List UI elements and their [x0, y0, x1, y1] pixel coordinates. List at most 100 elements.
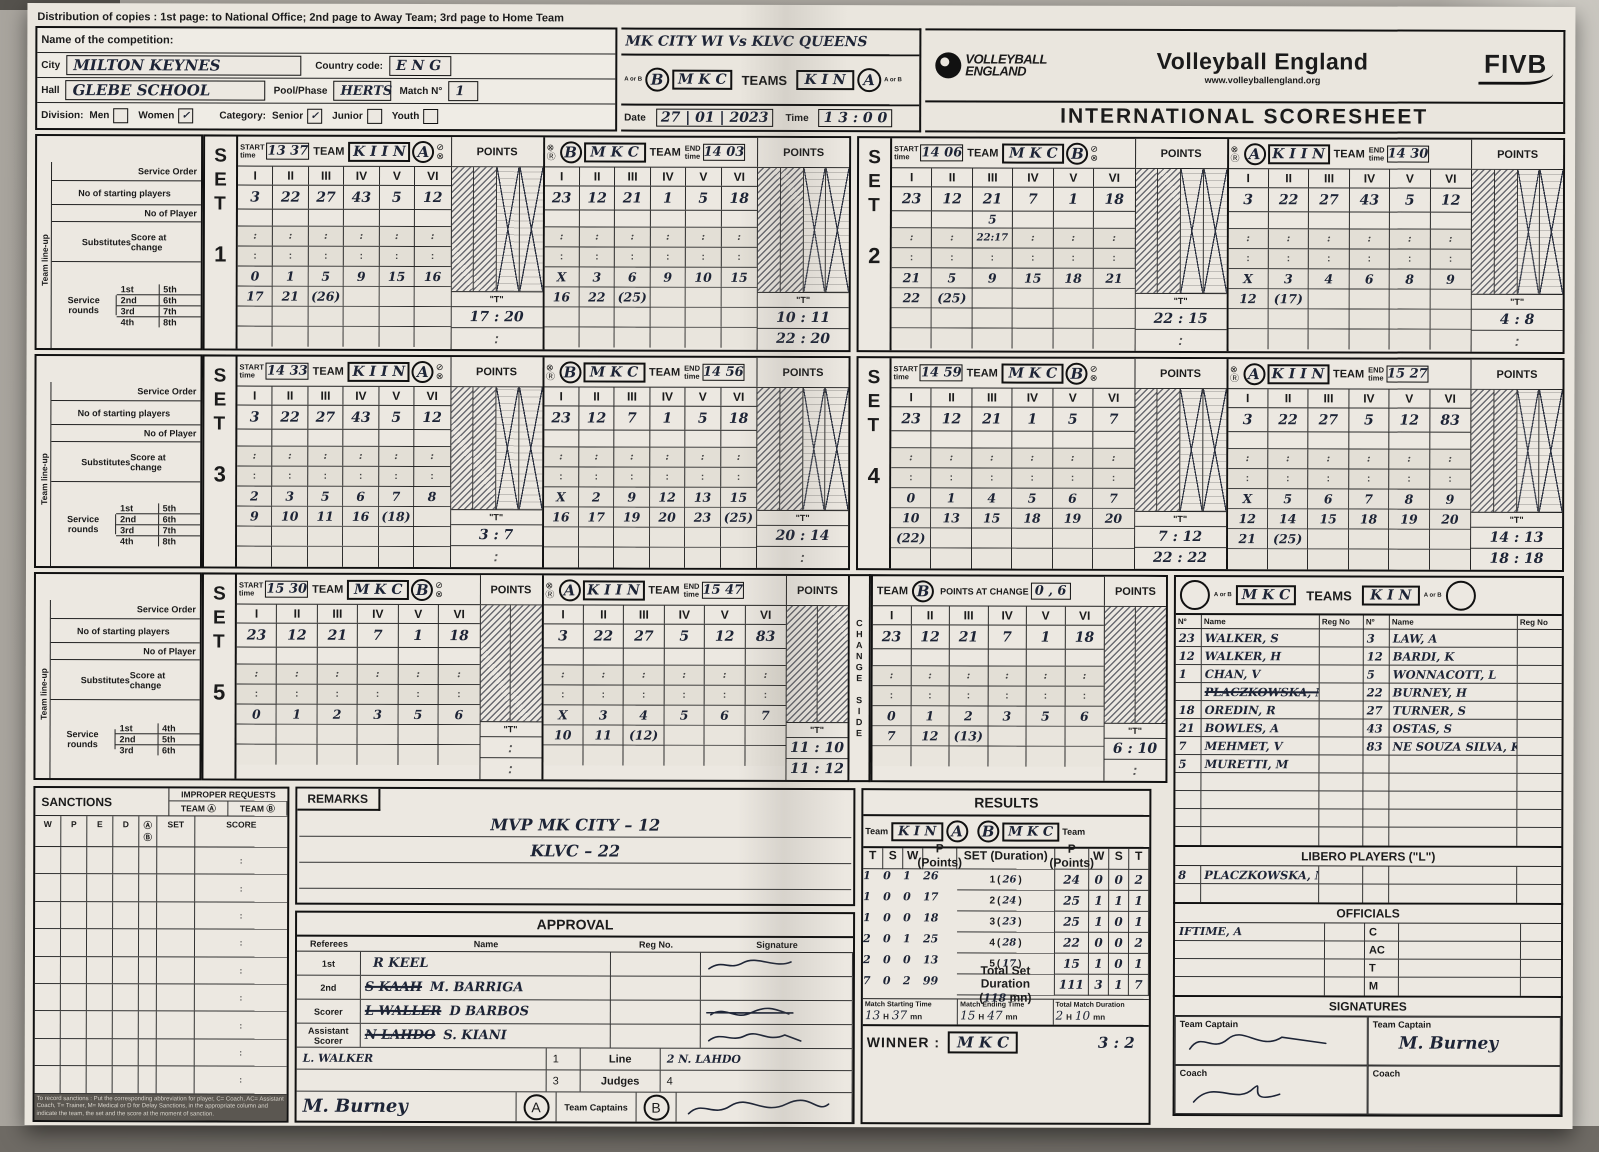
- match-end-time: Match Ending Time 15 H 47 mn: [958, 999, 1054, 1025]
- score-at-change-row: [891, 448, 1134, 469]
- roster-row: [1175, 790, 1562, 810]
- lineup-row: 3 22 27 5 12 83: [543, 624, 786, 649]
- team-letter: A: [1242, 362, 1266, 385]
- substitution-row: [891, 431, 1134, 449]
- country-code-label: Country code:: [315, 60, 384, 72]
- remarks-line: MVP MK CITY – 12: [299, 810, 852, 839]
- hall-label: Hall: [41, 84, 60, 96]
- team-code: M K C: [1002, 143, 1065, 164]
- service-round-ordinals: 3rd 6th: [115, 745, 200, 755]
- team-letter: B: [411, 578, 434, 601]
- match-start-time: Match Starting Time 13 H 37 mn: [862, 999, 959, 1025]
- substitution-row: [544, 210, 757, 228]
- service-round-row: [236, 744, 480, 766]
- service-round-row: [237, 526, 450, 548]
- sanction-icons: ⊘ ⊗: [436, 141, 445, 161]
- captain-a-signature-cell: Team Captain: [1174, 1015, 1368, 1066]
- volleyball-england-logo: VOLLEYBALL ENGLAND: [935, 51, 1047, 79]
- team-code: K I I N: [347, 361, 410, 382]
- service-round-ordinals: 4th 8th: [116, 535, 200, 546]
- lineup-row: 23 12 7 1 5 18: [543, 406, 757, 431]
- competition-box: Name of the competition: City MILTON KEY…: [35, 25, 618, 132]
- points-tally: [757, 167, 850, 293]
- team-letter: B: [1065, 362, 1088, 385]
- service-round-ordinals: 2nd 5th: [115, 734, 200, 746]
- libero-row: 8 PLACZKOWSKA, M: [1175, 865, 1562, 885]
- end-time-label: END time: [684, 143, 701, 161]
- sanctions-section: SANCTIONS IMPROPER REQUESTS TEAM Ⓐ TEAM Ⓑ…: [32, 785, 290, 1123]
- team-code: M K C: [583, 141, 646, 163]
- team-code: K I I N: [1266, 363, 1330, 384]
- branding: VOLLEYBALL ENGLAND Volleyball England www…: [925, 28, 1566, 135]
- team-letter: A: [411, 360, 434, 383]
- signature-scribble: [707, 1032, 802, 1042]
- service-round-row: [544, 307, 757, 328]
- women-checkbox: ✓: [178, 108, 194, 124]
- timeout-box: "T" 10 : 11 22 : 20: [757, 291, 849, 351]
- remarks-line: KLVC – 22: [299, 836, 852, 865]
- team-a-letter: A: [857, 68, 882, 93]
- service-order-row: I II III IV V VI: [543, 387, 757, 407]
- captain-b-signature: [676, 1092, 853, 1123]
- score-at-change-row: [543, 685, 786, 706]
- score-at-change-row: [891, 468, 1134, 489]
- points-tally: [1134, 388, 1226, 512]
- team-lineup-label: Team line-up: [35, 382, 52, 567]
- results-teams: Team K I N A B M K C Team: [863, 816, 1150, 849]
- approval-section: APPROVAL Referees Name Reg No. Signature 1s…: [294, 910, 856, 1125]
- teams-column: A or B M K C TEAMS K I N A or B Nº Name Re…: [1172, 574, 1564, 1126]
- volleyball-england-wordmark: Volleyball England: [1156, 47, 1369, 74]
- timeout-score: 22 : 20: [776, 330, 831, 348]
- score-at-change-row: [543, 665, 786, 686]
- service-round-row: [872, 746, 1104, 767]
- team-lineup-label: Team line-up: [35, 599, 51, 779]
- set2-team-a-panel: ⊗ Ⓡ A K I I N TEAM END time 14 30 POINTS I…: [1228, 139, 1564, 352]
- end-time-value: 15 47: [701, 581, 745, 599]
- service-order-row: I II III IV V VI: [1228, 169, 1472, 189]
- scoresheet-paper: Distribution of copies : 1st page: to Na…: [24, 2, 1576, 1130]
- set5-team-b-panel: START time 15 30 TEAM M K C B ⊘ ⊗ POINTS I…: [236, 574, 544, 780]
- team-rosters: A or B M K C TEAMS K I N A or B Nº Name Re…: [1173, 574, 1564, 848]
- substitution-row: [1228, 212, 1471, 230]
- team-letter: B: [1066, 142, 1089, 165]
- service-round-row: (22): [891, 528, 1134, 549]
- signature-scribble: [708, 959, 792, 970]
- a-or-b-label: A or B: [884, 76, 902, 83]
- lineup-row: 3 22 27 43 5 12: [237, 185, 451, 211]
- lineup-row: 3 22 27 43 5 12: [237, 405, 450, 431]
- lineup-row: 23 12 21 7 1 18: [872, 625, 1104, 650]
- end-time-value: 15 27: [1385, 365, 1429, 383]
- set5-change-panel-block: TEAM B POINTS AT CHANGE 0 , 6 POINTS I II…: [870, 574, 1168, 783]
- score-at-change-row: [1227, 469, 1471, 490]
- service-round-row: 0 1 5 9 15 16: [237, 266, 451, 288]
- time-label: Time: [785, 112, 809, 124]
- points-tally: [786, 605, 848, 723]
- timeout-score: [1472, 331, 1563, 352]
- service-round-ordinals: 2nd 6th: [116, 294, 201, 306]
- sanction-icons: ⊗ Ⓡ: [545, 361, 556, 381]
- libero-section: LIBERO PLAYERS ("L") 8 PLACZKOWSKA, M: [1173, 846, 1564, 905]
- official-row: T: [1174, 958, 1561, 978]
- score-at-change-row: [544, 227, 757, 248]
- lower-region: Team line-up Service Order No of startin…: [32, 571, 1564, 1126]
- team-b-letter: B: [645, 67, 670, 92]
- points-tally: [450, 387, 542, 510]
- signature-scribble: [1192, 1085, 1281, 1103]
- set4-team-b-panel: START time 14 59 TEAM M K C B ⊘ ⊗ POINTS I…: [890, 358, 1229, 570]
- service-round-row: X 3 6 9 10 15: [544, 267, 757, 288]
- roster-row: 12 WALKER, H 12 BARDI, K: [1175, 646, 1562, 666]
- team-letter: B: [559, 140, 582, 163]
- timeout-box: "T" 20 : 14: [756, 509, 849, 569]
- service-order-row: I II III IV V VI: [544, 167, 758, 187]
- service-round-row: [542, 745, 786, 766]
- service-order-row: I II III IV V VI: [237, 386, 450, 407]
- timeout-box: "T" 22 : 15: [1135, 292, 1227, 352]
- approval-title: APPROVAL: [297, 912, 854, 939]
